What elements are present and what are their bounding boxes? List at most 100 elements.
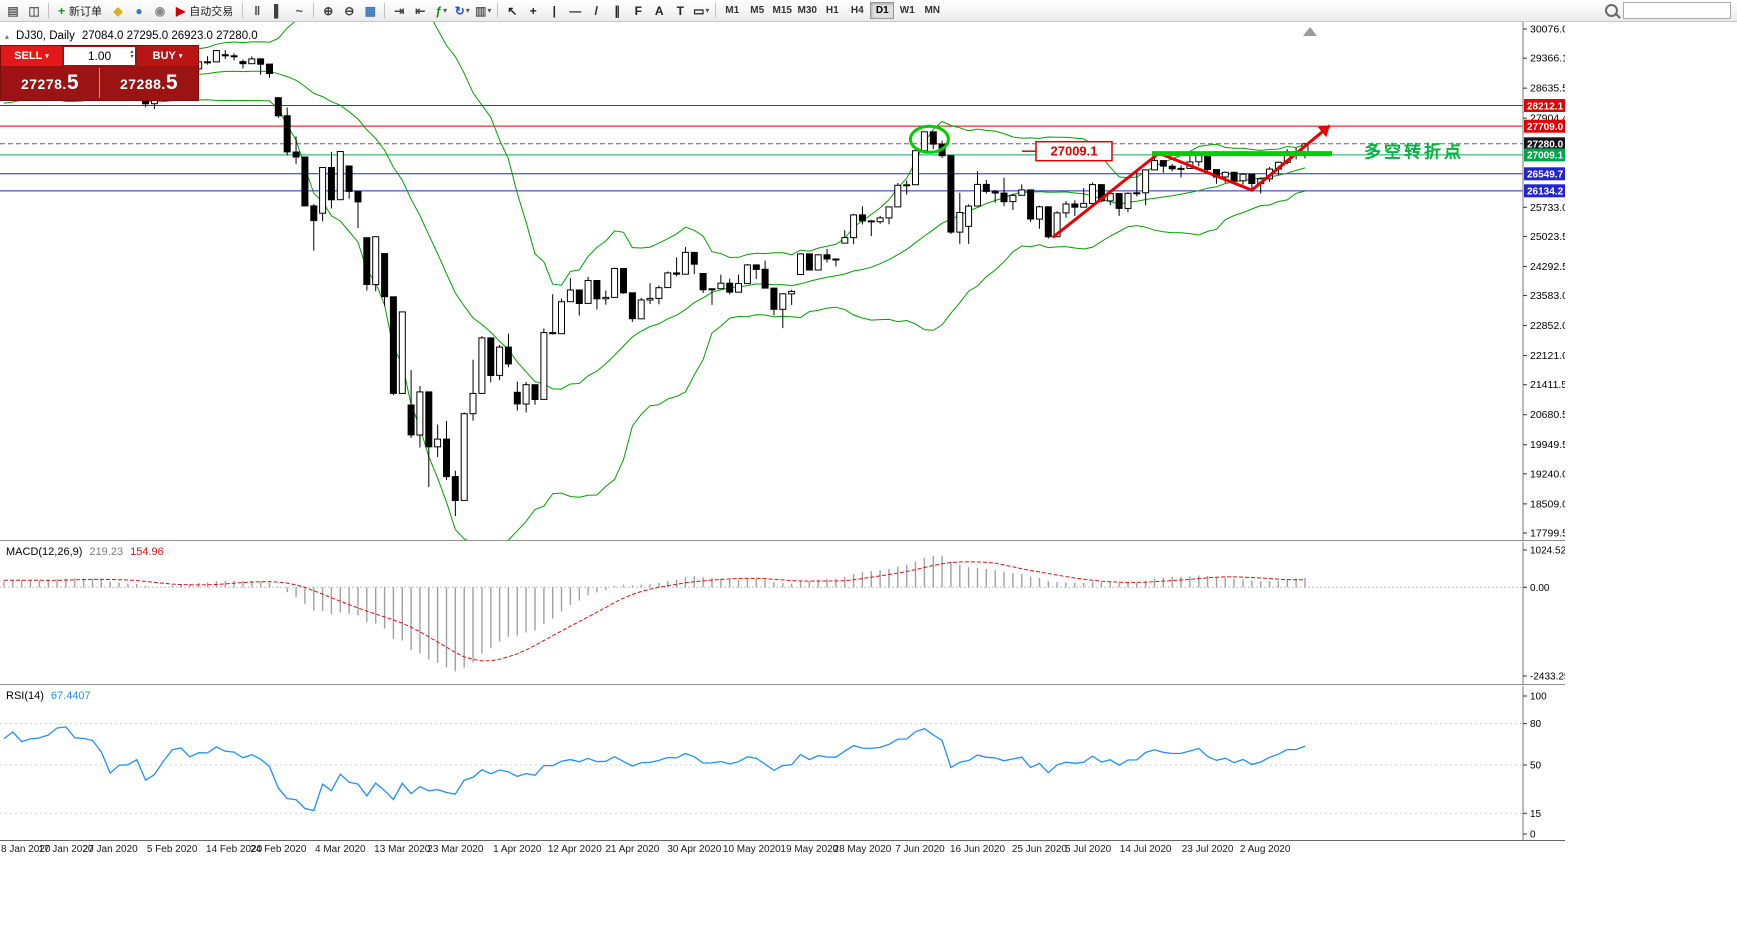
crosshair-icon[interactable]: + (523, 2, 543, 20)
line-chart-icon[interactable]: ~ (289, 2, 309, 20)
shapes-icon[interactable]: ▭ ▾ (691, 2, 711, 20)
new-chart-icon[interactable]: ▤ (3, 2, 23, 20)
periods-icon: ▥ (475, 3, 487, 18)
date-label: 2 Aug 2020 (1239, 844, 1291, 855)
buy-button[interactable]: BUY ▾ (137, 46, 198, 66)
svg-text:24292.5: 24292.5 (1530, 261, 1565, 273)
timeframe-m5[interactable]: M5 (750, 5, 765, 16)
volume-stepper[interactable]: ▴ ▾ (129, 49, 133, 60)
sell-button[interactable]: SELL ▾ (1, 46, 62, 66)
volume-input[interactable]: 1.00 ▴ ▾ (64, 47, 135, 65)
new-order-button[interactable]: + 新订单 (53, 2, 107, 20)
expert-advisors-icon: ◆ (113, 3, 123, 18)
market-icon[interactable]: ● (129, 2, 149, 20)
periods-icon[interactable]: ▥ ▾ (473, 2, 493, 20)
cursor-icon[interactable]: ↖ (502, 2, 522, 20)
toolbar-separator (242, 3, 244, 18)
chart-profiles-icon[interactable]: ◫ (24, 2, 44, 20)
horizontal-line-icon: — (569, 3, 582, 18)
svg-text:0.00: 0.00 (1530, 583, 1550, 594)
tile-windows-icon[interactable]: ▦ (360, 2, 380, 20)
zoom-in-icon: ⊕ (323, 3, 334, 18)
date-label: 7 Jun 2020 (895, 844, 945, 855)
chart-window: 30076.0 29366.1 28635.5 27904.4 25733.0 25023… (0, 22, 1737, 858)
date-label: 19 May 2020 (780, 844, 839, 855)
fibonacci-icon[interactable]: F (628, 2, 648, 20)
macd-signal-value: 154.96 (130, 546, 164, 558)
label-icon[interactable]: T (670, 2, 690, 20)
timeframe-m15[interactable]: M15 (772, 5, 792, 16)
horizontal-line-icon[interactable]: — (565, 2, 585, 20)
refresh-icon[interactable]: ↻ ▾ (452, 2, 472, 20)
timeframe-d1[interactable]: D1 (870, 2, 895, 19)
symbol-search (1605, 2, 1734, 19)
channel-icon[interactable]: ∥ (607, 2, 627, 20)
trendline-icon[interactable]: / (586, 2, 606, 20)
svg-text:0: 0 (1530, 830, 1536, 841)
svg-text:50: 50 (1530, 761, 1542, 772)
price-axis[interactable]: 30076.029366.128635.527904.425733.025023… (1303, 22, 1565, 540)
autotrading-button-label: 自动交易 (189, 5, 234, 18)
svg-text:28635.5: 28635.5 (1530, 83, 1565, 95)
chart-shift-marker (1303, 27, 1317, 36)
timeframe-mn[interactable]: MN (924, 5, 941, 16)
time-axis[interactable]: 8 Jan 2020 17 Jan 2020 27 Jan 2020 5 Feb 20… (0, 840, 1565, 858)
date-label: 27 Jan 2020 (82, 844, 138, 855)
price-chart[interactable]: 30076.029366.128635.527904.425733.025023… (0, 22, 1565, 540)
rsi-name: RSI(14) (6, 690, 44, 702)
date-label: 4 Mar 2020 (315, 844, 366, 855)
svg-text:15: 15 (1530, 809, 1542, 820)
macd-panel[interactable]: 1024.52 0.00 -2433.25 (0, 542, 1565, 684)
sell-price[interactable]: 27278.5 (20, 71, 79, 94)
signals-icon[interactable]: ◉ (150, 2, 170, 20)
buy-price[interactable]: 27288.5 (119, 71, 178, 94)
panel-separator[interactable] (0, 684, 1565, 686)
vertical-line-icon[interactable]: | (544, 2, 564, 20)
toolbar-separator (313, 3, 315, 18)
horizontal-levels-layer (0, 105, 1523, 192)
svg-text:21411.5: 21411.5 (1530, 379, 1565, 391)
trendline-icon: / (594, 3, 598, 18)
date-label: 25 Jun 2020 (1011, 844, 1067, 855)
timeframe-m30[interactable]: M30 (797, 5, 817, 16)
search-icon[interactable] (1605, 4, 1618, 17)
price-callout-text: 27009.1 (1051, 144, 1098, 159)
date-label: 23 Jul 2020 (1181, 844, 1234, 855)
candlestick-chart-icon[interactable]: ▌ (268, 2, 288, 20)
collapse-icon[interactable]: ▴ (5, 32, 10, 41)
svg-text:1024.52: 1024.52 (1530, 546, 1565, 557)
one-click-trading-panel: SELL ▾ 1.00 ▴ ▾ BUY ▾ 27278.5 27288.5 (0, 45, 199, 101)
text-icon[interactable]: A (649, 2, 669, 20)
svg-text:26134.2: 26134.2 (1527, 187, 1564, 198)
svg-text:22121.0: 22121.0 (1530, 350, 1565, 362)
zoom-in-icon[interactable]: ⊕ (318, 2, 338, 20)
indicators-icon[interactable]: ƒ ▾ (431, 2, 451, 20)
rsi-panel[interactable]: 100 80 50 15 0 (0, 686, 1565, 840)
expert-advisors-icon[interactable]: ◆ (108, 2, 128, 20)
bar-chart-icon[interactable]: ‖ (247, 2, 267, 20)
auto-scroll-icon[interactable]: ⇥ (389, 2, 409, 20)
autotrading-icon: ▶ (176, 3, 186, 18)
stepper-down-icon[interactable]: ▾ (129, 54, 133, 60)
svg-text:18509.0: 18509.0 (1530, 498, 1565, 510)
timeframe-w1[interactable]: W1 (899, 5, 915, 16)
date-label: 30 Apr 2020 (667, 844, 722, 855)
date-label: 16 Jun 2020 (949, 844, 1006, 855)
timeframe-m1[interactable]: M1 (725, 5, 740, 16)
chevron-down-icon: ▾ (487, 6, 492, 15)
panel-separator[interactable] (0, 540, 1565, 542)
annotations-layer: 27009.1 多空转折点 (908, 124, 1464, 239)
chart-shift-icon[interactable]: ⇤ (410, 2, 430, 20)
toolbar-separator (715, 3, 717, 18)
svg-text:27009.1: 27009.1 (1527, 151, 1564, 162)
autotrading-button[interactable]: ▶ 自动交易 (171, 2, 238, 20)
indicators-icon: ƒ (435, 3, 443, 18)
chart-symbol-period: DJ30, Daily (16, 30, 75, 42)
search-input[interactable] (1623, 2, 1731, 19)
timeframe-h4[interactable]: H4 (850, 5, 864, 16)
timeframe-h1[interactable]: H1 (825, 5, 839, 16)
pivot-annotation-text: 多空转折点 (1364, 141, 1464, 161)
zoom-out-icon[interactable]: ⊖ (339, 2, 359, 20)
stepper-up-icon[interactable]: ▴ (129, 49, 133, 55)
rsi-line (3, 726, 1306, 812)
